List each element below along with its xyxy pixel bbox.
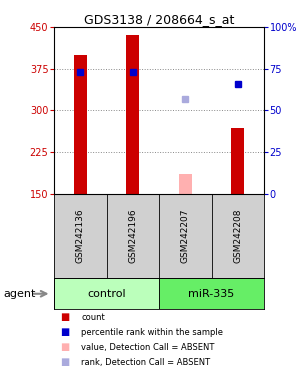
Bar: [159, 278, 264, 309]
Text: ■: ■: [60, 328, 69, 338]
Text: GSM242136: GSM242136: [76, 209, 85, 263]
Bar: [126, 35, 139, 194]
Text: GSM242196: GSM242196: [128, 209, 137, 263]
Text: ■: ■: [60, 357, 69, 367]
Text: control: control: [87, 289, 126, 299]
Text: GSM242207: GSM242207: [181, 209, 190, 263]
Bar: [54, 278, 159, 309]
Bar: [74, 55, 87, 194]
Text: rank, Detection Call = ABSENT: rank, Detection Call = ABSENT: [81, 358, 210, 367]
Text: GSM242208: GSM242208: [233, 209, 242, 263]
Bar: [231, 128, 244, 194]
Bar: [179, 174, 192, 194]
Text: ■: ■: [60, 313, 69, 323]
Title: GDS3138 / 208664_s_at: GDS3138 / 208664_s_at: [84, 13, 234, 26]
Text: percentile rank within the sample: percentile rank within the sample: [81, 328, 223, 337]
Text: count: count: [81, 313, 105, 322]
Text: ■: ■: [60, 342, 69, 352]
Text: value, Detection Call = ABSENT: value, Detection Call = ABSENT: [81, 343, 214, 352]
Text: agent: agent: [3, 289, 35, 299]
Text: miR-335: miR-335: [188, 289, 235, 299]
